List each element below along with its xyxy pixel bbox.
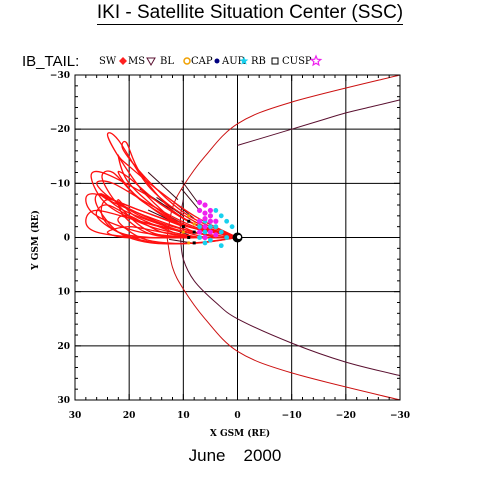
earth-marker [232, 232, 243, 243]
cusp-marker [207, 218, 214, 224]
bl-marker [181, 230, 185, 234]
x-tick-label: −10 [282, 411, 302, 421]
radial-segment [147, 171, 179, 200]
y-tick-label: 10 [57, 288, 70, 298]
rb-marker [187, 219, 191, 223]
bl-marker [192, 222, 196, 226]
aur-marker [218, 229, 224, 235]
cusp-marker [213, 218, 219, 224]
month: June [188, 446, 226, 465]
aur-marker [218, 243, 224, 249]
bow-shock-inner [179, 199, 401, 377]
orbit-series [85, 132, 238, 245]
cusp-marker [196, 218, 203, 224]
aur-marker [208, 224, 213, 230]
date-label: June 2000 [0, 446, 470, 466]
earth-highlight [237, 235, 241, 239]
x-tick-label: 10 [177, 411, 190, 421]
legend-label: SW [99, 56, 117, 67]
legend-label: AUR [221, 56, 246, 67]
radial-segment [181, 180, 200, 206]
cusp-marker [213, 232, 219, 238]
x-tick-label: −30 [390, 411, 410, 421]
cusp-marker [196, 199, 203, 205]
aur-marker [202, 229, 208, 235]
legend-label: BL [160, 56, 174, 67]
bow-shock-outer [237, 99, 401, 146]
radial-segment [156, 197, 184, 217]
axis-ticks: 30 20 10 0 −10 −20 −30 −30 −20 −10 0 10 20 30 [50, 71, 410, 421]
x-tick-label: 20 [123, 411, 136, 421]
rb-marker [181, 225, 185, 229]
region-markers [181, 199, 235, 249]
aur-marker [208, 237, 213, 243]
y-tick-label: 0 [64, 234, 70, 244]
dot-icon [214, 58, 220, 64]
orbit-line [117, 154, 238, 239]
sun-icon [183, 57, 191, 65]
year: 2000 [243, 446, 282, 465]
aur-marker [224, 235, 230, 240]
page-title: IKI - Satellite Situation Center (SSC) [96, 2, 404, 25]
y-axis-label: Y GSM (RE) [30, 210, 41, 271]
rb-marker [187, 236, 191, 239]
cusp-marker [196, 207, 203, 214]
y-tick-label: −10 [50, 179, 70, 189]
cusp-marker [202, 215, 208, 222]
star-filled-icon [239, 56, 249, 65]
legend: SW MS BL CAP AUR RB CUSP [99, 54, 323, 67]
rb-marker [192, 241, 196, 245]
radial-segment [139, 188, 173, 211]
aur-marker [197, 235, 202, 240]
aur-marker [202, 240, 208, 246]
legend-prefix: IB_TAIL: [22, 53, 79, 70]
cusp-marker [207, 229, 214, 235]
aur-marker [224, 218, 230, 224]
legend-label: CAP [191, 56, 213, 67]
cusp-marker [196, 229, 203, 235]
orbit-line [106, 226, 238, 239]
magnetopause-south [166, 237, 401, 401]
aur-marker [213, 208, 219, 213]
cusp-marker [207, 207, 214, 214]
cusp-marker [202, 202, 208, 208]
x-tick-label: 30 [69, 411, 82, 421]
orbit-line [121, 140, 238, 239]
orbit-line [95, 204, 238, 245]
legend-label: RB [251, 56, 266, 67]
magnetopause-north [166, 74, 401, 238]
aur-marker [229, 224, 235, 230]
radial-segment [181, 188, 200, 211]
bl-marker [187, 241, 191, 245]
diamond-icon [119, 57, 127, 65]
aur-marker [218, 213, 224, 219]
x-tick-label: 0 [234, 411, 240, 421]
legend-label: CUSP [282, 56, 312, 67]
orbit-line [96, 180, 238, 239]
aur-marker [213, 224, 219, 230]
y-tick-label: −30 [50, 71, 70, 81]
triangle-down-icon [146, 57, 156, 67]
star-icon [309, 54, 323, 67]
y-tick-label: 20 [57, 342, 70, 352]
orbit-line [117, 170, 238, 239]
cusp-marker [202, 210, 208, 216]
y-tick-label: 30 [57, 396, 70, 406]
rb-marker [192, 230, 196, 234]
bl-marker [187, 214, 191, 218]
y-tick-label: −20 [50, 125, 70, 135]
cusp-marker [202, 224, 208, 230]
aur-marker [197, 224, 202, 230]
cusp-marker [202, 234, 208, 241]
x-tick-label: −20 [336, 411, 356, 421]
cusp-marker [207, 213, 214, 219]
legend-label: MS [128, 56, 145, 67]
x-axis-label: X GSM (RE) [210, 428, 270, 439]
square-icon [271, 57, 279, 65]
